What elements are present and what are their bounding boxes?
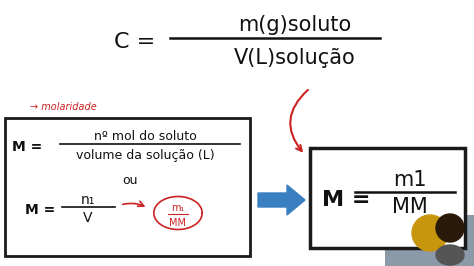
Text: M =: M = <box>25 203 55 217</box>
Bar <box>385 215 474 266</box>
Circle shape <box>412 215 448 251</box>
Text: m₁: m₁ <box>171 203 185 213</box>
Text: ou: ou <box>122 173 138 186</box>
Text: → molaridade: → molaridade <box>30 102 97 112</box>
Bar <box>310 148 465 248</box>
Text: m1: m1 <box>393 170 427 190</box>
Text: M =: M = <box>12 140 42 154</box>
Text: volume da solução (L): volume da solução (L) <box>76 148 214 161</box>
Text: M =: M = <box>322 190 371 210</box>
Text: V(L)solução: V(L)solução <box>234 48 356 68</box>
Text: MM: MM <box>392 197 428 217</box>
Text: V: V <box>83 211 93 225</box>
Text: n₁: n₁ <box>81 193 95 207</box>
Text: m(g)soluto: m(g)soluto <box>238 15 352 35</box>
Bar <box>5 118 250 256</box>
Ellipse shape <box>436 245 464 265</box>
Text: C =: C = <box>114 32 155 52</box>
Circle shape <box>436 214 464 242</box>
Text: MM: MM <box>170 218 186 228</box>
Text: nº mol do soluto: nº mol do soluto <box>94 130 196 143</box>
Polygon shape <box>258 185 305 215</box>
